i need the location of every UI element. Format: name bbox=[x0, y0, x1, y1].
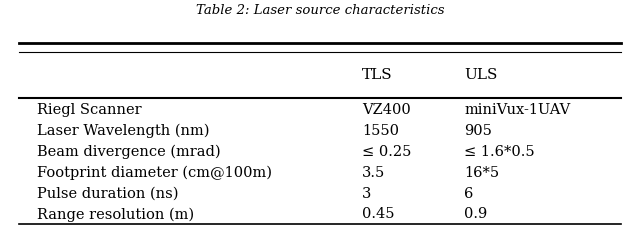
Text: VZ400: VZ400 bbox=[362, 103, 411, 117]
Text: 16*5: 16*5 bbox=[465, 166, 499, 180]
Text: TLS: TLS bbox=[362, 68, 393, 82]
Text: ULS: ULS bbox=[465, 68, 498, 82]
Text: 0.45: 0.45 bbox=[362, 207, 395, 221]
Text: Laser Wavelength (nm): Laser Wavelength (nm) bbox=[37, 124, 210, 138]
Text: 905: 905 bbox=[465, 124, 492, 138]
Text: Pulse duration (ns): Pulse duration (ns) bbox=[37, 187, 179, 201]
Text: Riegl Scanner: Riegl Scanner bbox=[37, 103, 142, 117]
Text: 6: 6 bbox=[465, 187, 474, 201]
Text: Table 2: Laser source characteristics: Table 2: Laser source characteristics bbox=[196, 4, 444, 17]
Text: 3.5: 3.5 bbox=[362, 166, 385, 180]
Text: 1550: 1550 bbox=[362, 124, 399, 138]
Text: 3: 3 bbox=[362, 187, 371, 201]
Text: Footprint diameter (cm@100m): Footprint diameter (cm@100m) bbox=[37, 166, 272, 180]
Text: Beam divergence (mrad): Beam divergence (mrad) bbox=[37, 144, 221, 159]
Text: miniVux-1UAV: miniVux-1UAV bbox=[465, 103, 571, 117]
Text: Range resolution (m): Range resolution (m) bbox=[37, 207, 195, 222]
Text: 0.9: 0.9 bbox=[465, 207, 488, 221]
Text: ≤ 1.6*0.5: ≤ 1.6*0.5 bbox=[465, 145, 535, 159]
Text: ≤ 0.25: ≤ 0.25 bbox=[362, 145, 412, 159]
